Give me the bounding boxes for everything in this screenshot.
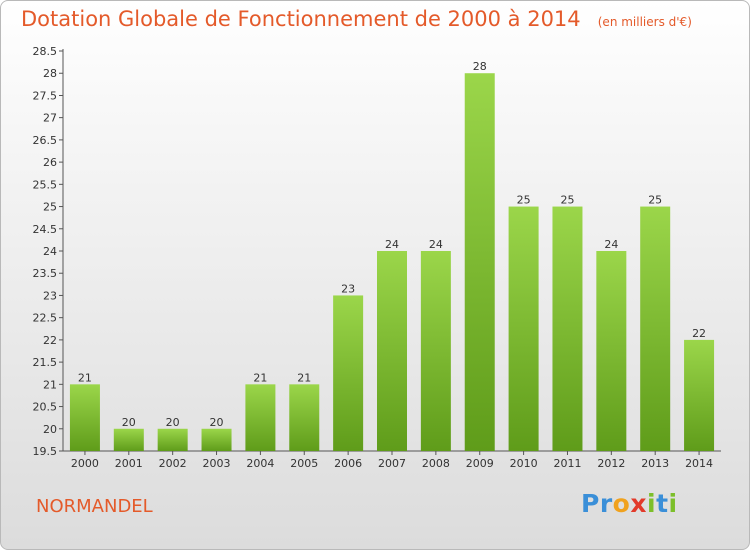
y-tick-label: 21 xyxy=(43,378,57,391)
bar-value-label: 20 xyxy=(122,416,136,429)
y-tick-label: 25 xyxy=(43,201,57,214)
bar-2006 xyxy=(333,295,364,451)
bar-value-label: 20 xyxy=(210,416,224,429)
x-tick-label: 2013 xyxy=(641,457,669,470)
x-tick-label: 2012 xyxy=(597,457,625,470)
bar-value-label: 24 xyxy=(385,238,399,251)
bar-2002 xyxy=(157,428,188,451)
bar-2010 xyxy=(508,206,539,451)
bar-value-label: 21 xyxy=(78,371,92,384)
y-tick-label: 24.5 xyxy=(33,223,58,236)
x-tick-label: 2000 xyxy=(71,457,99,470)
y-tick-label: 27 xyxy=(43,112,57,125)
y-tick-label: 27.5 xyxy=(33,89,58,102)
y-tick-label: 20 xyxy=(43,423,57,436)
y-tick-label: 23 xyxy=(43,289,57,302)
bar-2001 xyxy=(113,428,144,451)
x-tick-label: 2010 xyxy=(510,457,538,470)
y-tick-label: 26 xyxy=(43,156,57,169)
x-tick-label: 2008 xyxy=(422,457,450,470)
bar-2008 xyxy=(420,251,451,451)
y-tick-label: 22 xyxy=(43,334,57,347)
bar-2000 xyxy=(69,384,100,451)
x-tick-label: 2002 xyxy=(159,457,187,470)
x-tick-label: 2006 xyxy=(334,457,362,470)
commune-name: NORMANDEL xyxy=(36,496,153,517)
y-tick-label: 24 xyxy=(43,245,57,258)
x-tick-label: 2009 xyxy=(466,457,494,470)
bar-2011 xyxy=(552,206,583,451)
y-tick-label: 28 xyxy=(43,67,57,80)
logo-letter: P xyxy=(581,489,600,518)
bar-2012 xyxy=(596,251,627,451)
logo-letter: o xyxy=(612,489,631,518)
chart-title: Dotation Globale de Fonctionnement de 20… xyxy=(21,7,692,31)
bar-value-label: 21 xyxy=(253,371,267,384)
x-tick-label: 2007 xyxy=(378,457,406,470)
chart-unit-note: (en milliers d'€) xyxy=(597,15,692,29)
bar-value-label: 22 xyxy=(692,327,706,340)
x-tick-label: 2014 xyxy=(685,457,713,470)
x-tick-label: 2003 xyxy=(203,457,231,470)
y-tick-label: 25.5 xyxy=(33,178,58,191)
bar-value-label: 25 xyxy=(560,194,574,207)
x-tick-label: 2011 xyxy=(553,457,581,470)
logo-letter: i xyxy=(647,489,657,518)
logo-letter: x xyxy=(630,489,647,518)
bar-value-label: 24 xyxy=(604,238,618,251)
x-tick-label: 2001 xyxy=(115,457,143,470)
logo-letter: i xyxy=(668,489,678,518)
bar-value-label: 23 xyxy=(341,282,355,295)
y-tick-label: 21.5 xyxy=(33,356,58,369)
y-tick-label: 20.5 xyxy=(33,401,58,414)
y-tick-label: 28.5 xyxy=(33,45,58,58)
bar-value-label: 25 xyxy=(517,194,531,207)
x-tick-label: 2004 xyxy=(246,457,274,470)
proxiti-logo: Proxiti xyxy=(581,489,678,518)
bar-2013 xyxy=(640,206,671,451)
logo-letter: t xyxy=(656,489,669,518)
y-tick-label: 23.5 xyxy=(33,267,58,280)
y-tick-label: 19.5 xyxy=(33,445,58,458)
bar-2005 xyxy=(289,384,320,451)
chart-title-text: Dotation Globale de Fonctionnement de 20… xyxy=(21,7,581,31)
bar-2014 xyxy=(684,339,715,451)
bar-value-label: 28 xyxy=(473,60,487,73)
y-tick-label: 26.5 xyxy=(33,134,58,147)
bar-value-label: 21 xyxy=(297,371,311,384)
bar-2003 xyxy=(201,428,232,451)
bar-2009 xyxy=(464,73,495,451)
bar-value-label: 20 xyxy=(166,416,180,429)
bar-2007 xyxy=(377,251,407,451)
logo-letter: r xyxy=(599,489,613,518)
x-tick-label: 2005 xyxy=(290,457,318,470)
bar-2004 xyxy=(245,384,276,451)
bar-value-label: 25 xyxy=(648,194,662,207)
y-tick-label: 22.5 xyxy=(33,312,58,325)
bar-value-label: 24 xyxy=(429,238,443,251)
